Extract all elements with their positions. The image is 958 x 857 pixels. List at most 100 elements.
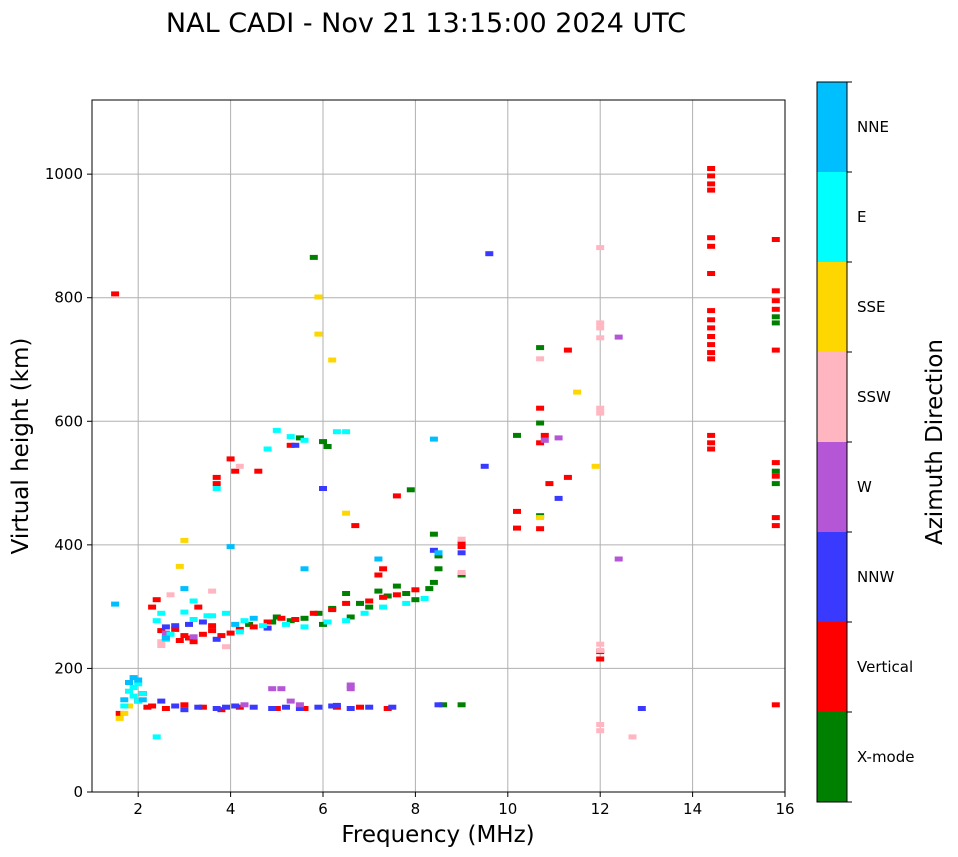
echo-point-e	[332, 429, 341, 435]
echo-point-nnw	[282, 704, 290, 710]
echo-point-x-mode	[295, 435, 304, 441]
echo-point-nne	[429, 436, 438, 442]
echo-point-vertical	[707, 308, 716, 314]
echo-point-nne	[434, 550, 443, 556]
echo-point-vertical	[374, 572, 383, 578]
echo-point-x-mode	[536, 345, 545, 351]
echo-point-sse	[125, 703, 133, 709]
echo-point-e	[208, 613, 217, 619]
echo-point-vertical	[513, 525, 521, 531]
echo-point-vertical	[771, 460, 780, 466]
echo-point-x-mode	[406, 487, 415, 493]
echo-point-vertical	[235, 704, 244, 710]
echo-point-nnw	[185, 621, 193, 627]
data-marks	[111, 166, 780, 740]
echo-point-vertical	[175, 638, 184, 643]
colorbar-label: NNE	[857, 118, 889, 136]
echo-point-vertical	[392, 592, 401, 598]
echo-point-ssw	[596, 647, 605, 653]
echo-point-vertical	[115, 710, 124, 716]
echo-point-vertical	[189, 639, 198, 645]
echo-point-nnw	[212, 636, 221, 642]
echo-point-w	[554, 435, 563, 441]
echo-point-ssw	[596, 405, 605, 411]
echo-point-vertical	[272, 706, 281, 711]
echo-point-x-mode	[457, 702, 466, 708]
echo-point-ssw	[596, 641, 605, 647]
echo-point-nnw	[457, 550, 466, 556]
echo-point-nnw	[231, 703, 240, 709]
echo-point-e	[129, 685, 138, 690]
echo-point-nne	[129, 675, 138, 681]
echo-point-e	[134, 681, 143, 687]
echo-point-vertical	[536, 405, 545, 411]
echo-point-nnw	[346, 706, 355, 711]
echo-point-e	[152, 734, 161, 740]
echo-point-vertical	[152, 597, 161, 603]
echo-point-vertical	[392, 493, 401, 499]
echo-point-vertical	[226, 630, 235, 636]
echo-point-vertical	[231, 468, 240, 474]
echo-point-vertical	[540, 432, 549, 438]
echo-point-nnw	[314, 704, 323, 710]
echo-point-ssw	[536, 356, 545, 362]
echo-point-x-mode	[392, 583, 401, 589]
echo-point-x-mode	[771, 320, 780, 326]
echo-point-nnw	[485, 251, 494, 257]
colorbar-label: W	[857, 478, 872, 496]
echo-point-x-mode	[434, 566, 443, 572]
echo-point-e	[402, 600, 411, 606]
echo-point-x-mode	[365, 604, 374, 610]
echo-point-nnw	[263, 625, 272, 631]
echo-point-vertical	[563, 474, 572, 480]
echo-point-w	[346, 682, 355, 688]
echo-point-nne	[125, 680, 133, 685]
echo-point-e	[166, 631, 175, 637]
colorbar-segment-nnw	[817, 532, 847, 622]
echo-point-vertical	[194, 604, 203, 610]
x-tick-label: 14	[683, 800, 702, 818]
echo-point-sse	[342, 510, 351, 516]
echo-point-e	[189, 598, 198, 604]
echo-point-e	[286, 434, 295, 440]
echo-point-x-mode	[319, 439, 327, 445]
echo-point-vertical	[596, 656, 605, 662]
echo-point-nnw	[194, 704, 203, 710]
echo-point-vertical	[771, 515, 780, 521]
echo-point-nne	[161, 635, 170, 641]
chart-title: NAL CADI - Nov 21 13:15:00 2024 UTC	[166, 8, 686, 39]
plot-frame	[91, 99, 786, 793]
echo-point-nne	[180, 586, 189, 592]
echo-point-w	[295, 702, 304, 708]
echo-point-nnw	[222, 704, 230, 710]
echo-point-w	[346, 686, 355, 692]
echo-point-vertical	[707, 166, 716, 171]
colorbar-label: E	[857, 208, 866, 226]
echo-point-e	[379, 604, 388, 610]
y-axis-label: Virtual height (km)	[8, 338, 34, 555]
echo-point-nne	[226, 544, 235, 550]
echo-point-x-mode	[245, 621, 254, 627]
echo-point-ssw	[235, 463, 244, 469]
echo-point-sse	[120, 710, 129, 716]
echo-point-x-mode	[374, 588, 383, 594]
echo-point-vertical	[217, 707, 226, 713]
echo-point-sse	[314, 331, 323, 337]
echo-point-vertical	[457, 544, 466, 550]
echo-point-vertical	[263, 619, 272, 625]
echo-point-x-mode	[383, 593, 392, 599]
echo-point-vertical	[771, 523, 780, 529]
echo-point-e	[240, 618, 249, 624]
colorbar-segment-sse	[817, 262, 847, 352]
echo-point-nnw	[157, 698, 166, 704]
echo-point-vertical	[707, 271, 716, 276]
echo-point-nnw	[429, 547, 438, 553]
echo-point-x-mode	[342, 591, 351, 596]
echo-point-e	[420, 596, 429, 601]
echo-point-ssw	[596, 245, 605, 251]
colorbar-title: Azimuth Direction	[922, 339, 948, 545]
echo-point-e	[125, 688, 133, 694]
echo-point-x-mode	[429, 579, 438, 585]
colorbar-segment-nne	[817, 82, 847, 172]
echo-point-e	[120, 703, 129, 709]
